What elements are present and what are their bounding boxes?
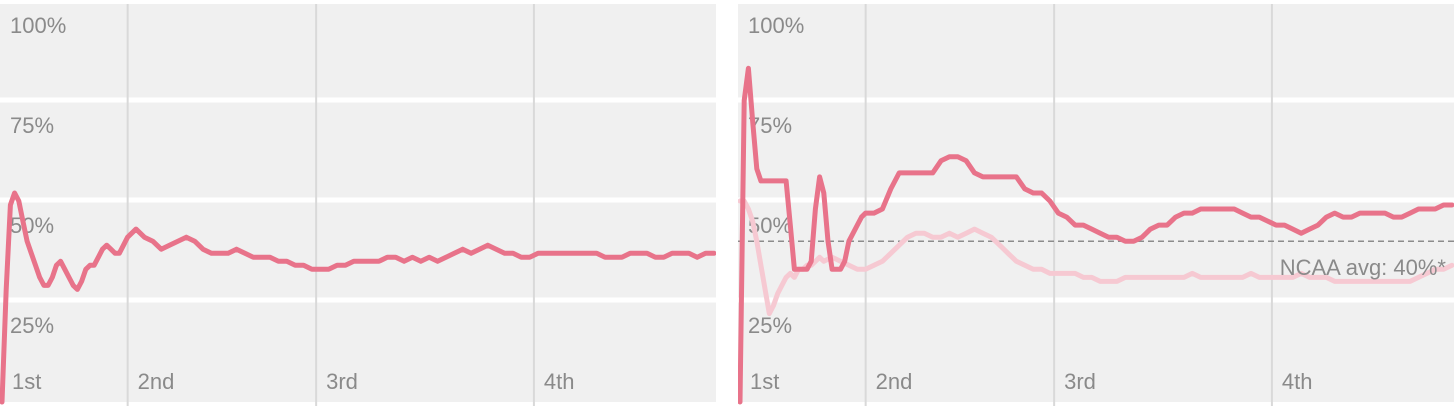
x-tick-label: 1st bbox=[12, 369, 41, 394]
y-tick-label: 100% bbox=[748, 13, 804, 38]
chart-panel-left: 100% 75% 50% 25% 1st 2nd 3rd 4th bbox=[0, 0, 716, 406]
y-tick-label: 25% bbox=[10, 313, 54, 338]
y-tick-label: 75% bbox=[10, 113, 54, 138]
band-4 bbox=[0, 302, 716, 402]
x-tick-label: 3rd bbox=[1064, 369, 1096, 394]
ncaa-average-label: NCAA avg: 40%* bbox=[1280, 255, 1447, 280]
x-tick-label: 2nd bbox=[876, 369, 913, 394]
y-tick-label: 25% bbox=[748, 313, 792, 338]
chart-panel-right: 100% 75% 50% 25% 1st 2nd 3rd 4th NCAA avg: 40%* bbox=[738, 0, 1454, 406]
x-tick-label: 4th bbox=[544, 369, 575, 394]
x-tick-label: 4th bbox=[1282, 369, 1313, 394]
primary-series-line bbox=[738, 65, 1454, 405]
band-4 bbox=[738, 302, 1454, 402]
shooting-chart-left: 100% 75% 50% 25% 1st 2nd 3rd 4th bbox=[0, 4, 716, 406]
y-tick-label: 100% bbox=[10, 13, 66, 38]
band-3 bbox=[0, 202, 716, 298]
x-tick-label: 1st bbox=[750, 369, 779, 394]
x-tick-label: 3rd bbox=[326, 369, 358, 394]
band-1 bbox=[0, 4, 716, 98]
primary-series-line bbox=[0, 190, 716, 405]
y-tick-label: 50% bbox=[10, 213, 54, 238]
x-tick-label: 2nd bbox=[138, 369, 175, 394]
band-2 bbox=[738, 102, 1454, 198]
band-2 bbox=[0, 102, 716, 198]
band-1 bbox=[738, 4, 1454, 98]
